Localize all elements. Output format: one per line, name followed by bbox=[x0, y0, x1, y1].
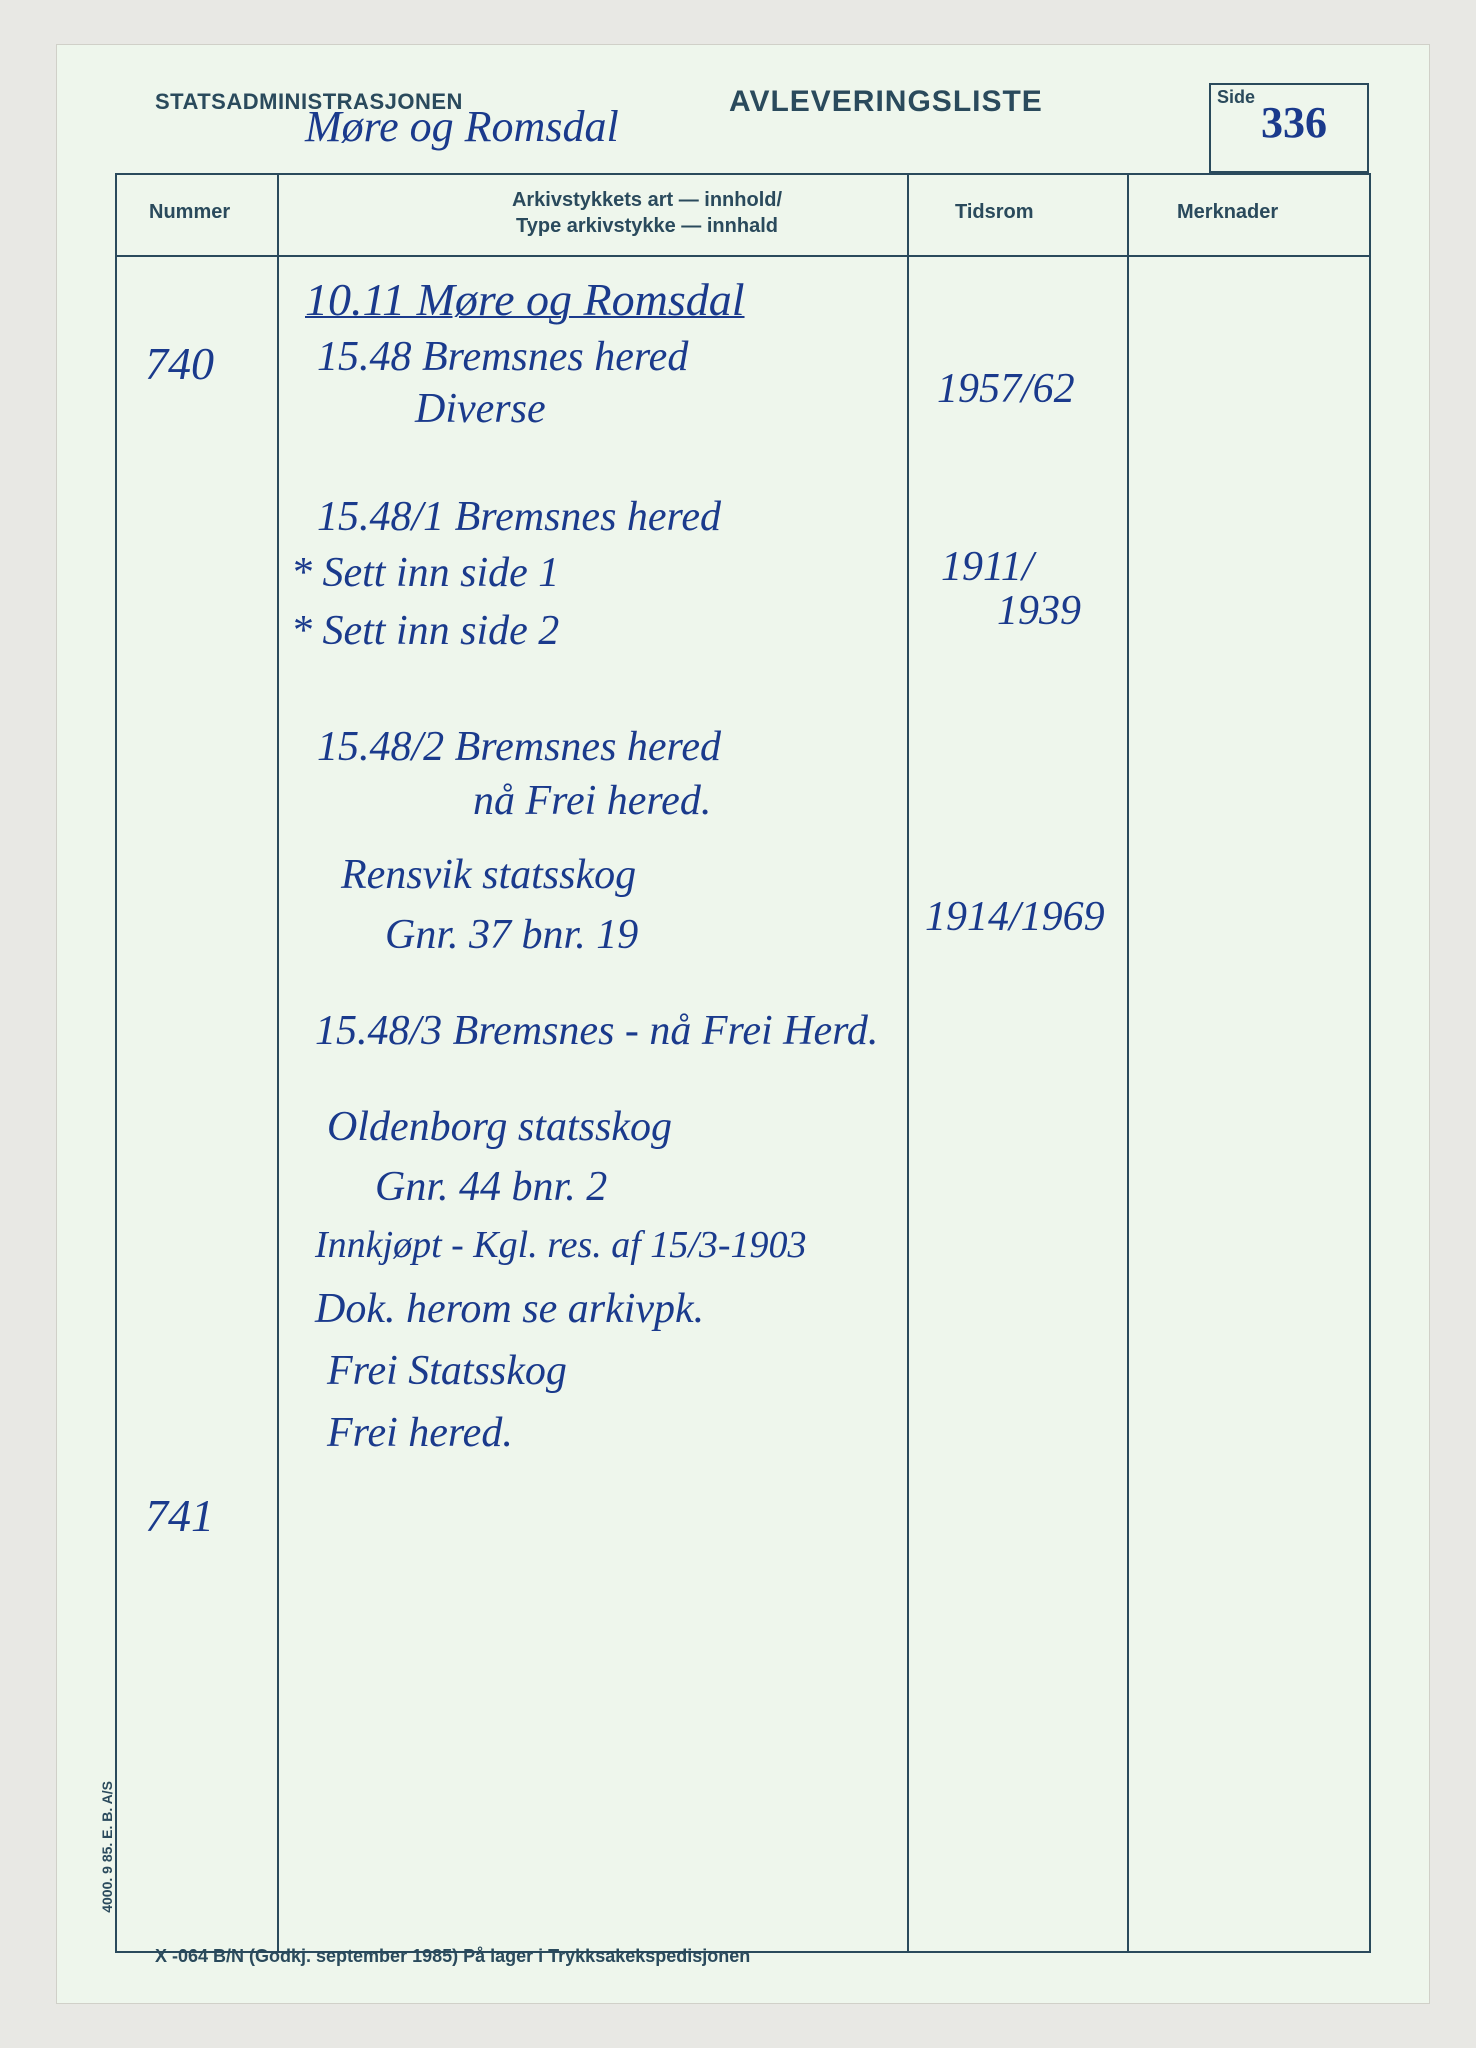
entry-desc: Rensvik statsskog bbox=[341, 851, 636, 899]
entry-desc: Oldenborg statsskog bbox=[327, 1103, 672, 1151]
entry-desc: Gnr. 44 bnr. 2 bbox=[375, 1163, 607, 1211]
handwritten-county-title: Møre og Romsdal bbox=[305, 101, 619, 152]
entry-number: 740 bbox=[145, 337, 214, 390]
column-header-arkiv: Arkivstykkets art — innhold/ Type arkivs… bbox=[437, 187, 857, 239]
entry-tidsrom: 1911/ bbox=[941, 543, 1034, 591]
footer-form-code: X -064 B/N (Godkj. september 1985) På la… bbox=[155, 1946, 750, 1967]
side-print-code: 4000. 9 85. E. B. A/S bbox=[99, 1781, 115, 1913]
entry-desc: Gnr. 37 bnr. 19 bbox=[385, 911, 638, 959]
document-page: STATSADMINISTRASJONEN AVLEVERINGSLISTE S… bbox=[56, 44, 1430, 2004]
entry-desc: nå Frei hered. bbox=[473, 777, 711, 825]
column-divider bbox=[907, 175, 909, 1951]
entry-desc: * Sett inn side 1 bbox=[291, 549, 559, 597]
column-header-merknader: Merknader bbox=[1177, 201, 1278, 224]
entry-desc: Frei Statsskog bbox=[327, 1347, 567, 1395]
entry-tidsrom: 1957/62 bbox=[937, 365, 1075, 413]
table-frame: Nummer Arkivstykkets art — innhold/ Type… bbox=[115, 173, 1371, 1953]
entry-tidsrom: 1939 bbox=[997, 587, 1081, 635]
column-header-tidsrom: Tidsrom bbox=[955, 201, 1034, 224]
column-divider bbox=[277, 175, 279, 1951]
entry-desc: 15.48/2 Bremsnes hered bbox=[317, 723, 721, 771]
side-number: 336 bbox=[1261, 97, 1327, 148]
entry-desc: * Sett inn side 2 bbox=[291, 607, 559, 655]
entry-desc: 15.48/1 Bremsnes hered bbox=[317, 493, 721, 541]
entry-tidsrom: 1914/1969 bbox=[925, 893, 1105, 941]
entry-desc: Dok. herom se arkivpk. bbox=[315, 1285, 704, 1333]
entry-desc: Frei hered. bbox=[327, 1409, 513, 1457]
side-label: Side bbox=[1217, 87, 1255, 108]
avleverings-label: AVLEVERINGSLISTE bbox=[729, 85, 1043, 119]
entry-number: 741 bbox=[145, 1489, 214, 1542]
entry-desc: Diverse bbox=[415, 385, 546, 433]
column-header-nummer: Nummer bbox=[149, 201, 230, 224]
entry-desc: Innkjøpt - Kgl. res. af 15/3-1903 bbox=[315, 1223, 807, 1267]
entry-desc: 15.48/3 Bremsnes - nå Frei Herd. bbox=[315, 1007, 878, 1055]
column-divider bbox=[1127, 175, 1129, 1951]
entry-desc: 15.48 Bremsnes hered bbox=[317, 333, 688, 381]
side-box: Side 336 bbox=[1209, 83, 1369, 173]
header-divider bbox=[117, 255, 1369, 257]
section-title: 10.11 Møre og Romsdal bbox=[305, 273, 745, 326]
